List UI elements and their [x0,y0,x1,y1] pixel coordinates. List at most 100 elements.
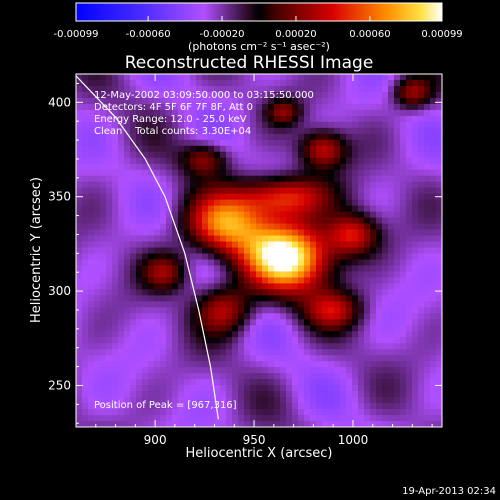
heatmap-cell [82,205,89,213]
heatmap-cell [130,391,137,398]
heatmap-cell [208,199,215,207]
heatmap-cell [220,325,227,332]
heatmap-cell [280,205,287,213]
heatmap-cell [184,97,191,105]
heatmap-cell [82,349,89,356]
colorbar [75,2,443,22]
heatmap-cell [346,85,353,93]
y-tick-label: 300 [48,284,71,298]
heatmap-cell [268,235,275,243]
heatmap-cell [304,223,311,231]
heatmap-cell [178,169,185,177]
heatmap-cell [382,319,389,326]
heatmap-cell [232,74,239,81]
heatmap-cell [322,133,329,141]
heatmap-cell [334,271,341,279]
heatmap-cell [178,415,185,422]
heatmap-cell [370,313,377,320]
heatmap-cell [178,373,185,380]
heatmap-cell [376,97,383,105]
heatmap-cell [322,193,329,201]
heatmap-cell [388,319,395,326]
heatmap-cell [310,235,317,243]
heatmap-cell [334,421,341,427]
heatmap-cell [214,229,221,237]
heatmap-cell [412,343,419,350]
heatmap-cell [106,277,113,284]
heatmap-cell [76,151,83,159]
heatmap-cell [178,199,185,207]
heatmap-cell [148,133,155,141]
heatmap-cell [388,355,395,362]
heatmap-cell [112,211,119,219]
heatmap-cell [412,115,419,123]
heatmap-cell [244,271,251,279]
heatmap-cell [328,289,335,296]
heatmap-cell [148,301,155,308]
heatmap-cell [328,307,335,314]
heatmap-cell [382,259,389,267]
heatmap-cell [124,193,131,201]
heatmap-cell [280,385,287,392]
heatmap-cell [364,79,371,87]
heatmap-cell [430,361,437,368]
heatmap-cell [196,367,203,374]
heatmap-cell [418,163,425,171]
heatmap-cell [382,97,389,105]
heatmap-cell [430,115,437,123]
heatmap-cell [364,379,371,386]
heatmap-cell [172,415,179,422]
heatmap-cell [346,289,353,296]
heatmap-cell [238,74,245,81]
heatmap-cell [160,229,167,237]
heatmap-cell [376,361,383,368]
heatmap-cell [76,355,83,362]
heatmap-cell [232,277,239,284]
heatmap-cell [82,175,89,183]
heatmap-cell [310,175,317,183]
heatmap-cell [280,283,287,290]
heatmap-cell [154,175,161,183]
heatmap-cell [106,271,113,279]
heatmap-cell [172,301,179,308]
heatmap-cell [298,283,305,290]
heatmap-cell [196,235,203,243]
heatmap-cell [238,187,245,195]
heatmap-cell [370,337,377,344]
heatmap-cell [136,313,143,320]
heatmap-cell [178,187,185,195]
heatmap-cell [76,295,83,302]
heatmap-cell [412,361,419,368]
heatmap-cell [298,211,305,219]
heatmap-cell [250,145,257,153]
heatmap-cell [388,187,395,195]
heatmap-cell [394,121,401,129]
heatmap-cell [136,253,143,261]
heatmap-cell [382,121,389,129]
heatmap-cell [82,169,89,177]
heatmap-cell [112,343,119,350]
heatmap-cell [130,115,137,123]
heatmap-cell [406,415,413,422]
heatmap-cell [160,271,167,279]
heatmap-cell [76,253,83,261]
heatmap-cell [358,181,365,189]
heatmap-cell [304,85,311,93]
heatmap-cell [328,349,335,356]
heatmap-cell [298,115,305,123]
heatmap-cell [322,349,329,356]
heatmap-cell [136,139,143,147]
heatmap-cell [430,229,437,237]
heatmap-cell [238,373,245,380]
heatmap-cell [292,74,299,81]
heatmap-cell [340,253,347,261]
heatmap-cell [274,145,281,153]
heatmap-cell [304,109,311,117]
heatmap-cell [370,289,377,296]
heatmap-cell [274,349,281,356]
heatmap-cell [136,199,143,207]
heatmap-cell [88,403,95,410]
heatmap-cell [406,409,413,416]
heatmap-cell [124,74,131,81]
